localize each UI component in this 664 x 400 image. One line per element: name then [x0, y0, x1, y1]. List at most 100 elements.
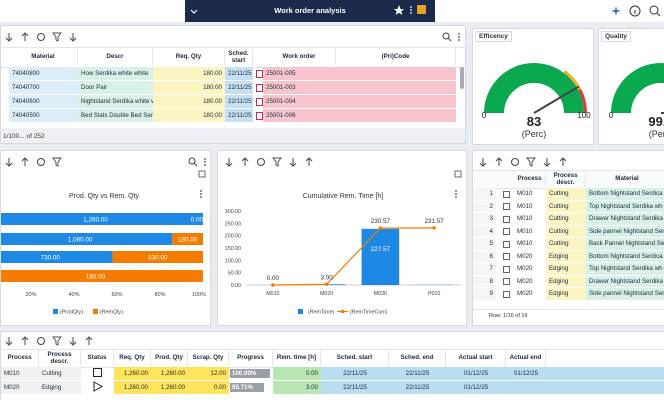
footer	[1, 128, 465, 143]
value-label: 1,260.00	[83, 216, 108, 223]
table-icon[interactable]	[198, 170, 206, 178]
column-header: Material	[9, 47, 78, 66]
icon[interactable]	[495, 157, 503, 166]
stop-icon[interactable]	[93, 368, 102, 377]
cell: Top Nightstand Serdika wh	[586, 200, 664, 212]
cell: M010	[517, 190, 533, 198]
column-header: Material	[586, 170, 664, 187]
menu-icon[interactable]	[458, 33, 460, 35]
icon[interactable]	[225, 158, 233, 167]
icon[interactable]	[559, 157, 567, 166]
icon[interactable]	[37, 337, 45, 345]
column-header: Process descr.	[39, 349, 81, 366]
search-icon[interactable]	[447, 37, 452, 42]
row-checkbox[interactable]	[503, 228, 510, 235]
icon[interactable]	[511, 158, 519, 166]
search-icon[interactable]	[188, 157, 196, 165]
toolbar[interactable]	[223, 156, 319, 168]
cell: M010	[517, 240, 533, 248]
cell: 25001-006	[263, 109, 336, 122]
cell: 25001-005	[263, 67, 336, 80]
title-actions[interactable]	[393, 4, 433, 18]
icon[interactable]	[289, 158, 297, 167]
cell: M020	[517, 290, 533, 298]
x-tick-label: M030	[374, 291, 387, 297]
icon[interactable]	[526, 157, 536, 167]
menu-icon[interactable]	[455, 193, 457, 195]
menu-icon[interactable]	[458, 36, 460, 38]
icon[interactable]	[37, 33, 45, 41]
cell: 180.00	[153, 109, 225, 122]
icon[interactable]	[305, 157, 313, 166]
menu-icon[interactable]	[458, 39, 460, 41]
cell: 22/11/25	[389, 381, 446, 394]
icon[interactable]	[257, 158, 265, 166]
search-icon[interactable]	[193, 162, 198, 167]
toolbar-right[interactable]	[441, 31, 465, 43]
menu-icon[interactable]	[455, 190, 457, 192]
y-tick-label: 50.00	[228, 271, 241, 277]
icon[interactable]	[21, 157, 29, 166]
toolbar[interactable]	[477, 156, 573, 168]
icon[interactable]	[85, 336, 93, 345]
icon[interactable]	[241, 157, 249, 166]
status-icon[interactable]	[92, 381, 104, 393]
search-icon[interactable]	[442, 32, 450, 40]
cell: Edging	[546, 250, 586, 262]
bar-segment	[172, 233, 203, 245]
play-icon[interactable]	[93, 381, 104, 392]
row-checkbox[interactable]	[503, 278, 510, 285]
page-title: Work order analysis	[274, 6, 346, 15]
icon[interactable]	[5, 337, 13, 346]
icon[interactable]	[69, 337, 77, 346]
value-label: 730.00	[41, 254, 61, 261]
icon[interactable]	[479, 158, 487, 167]
row-checkbox[interactable]	[503, 203, 510, 210]
row-checkbox[interactable]	[503, 253, 510, 260]
row-checkbox[interactable]	[503, 240, 510, 248]
row-checkbox[interactable]	[503, 190, 510, 198]
scrollbar	[460, 67, 464, 89]
chevron-icon[interactable]	[189, 6, 199, 16]
icon[interactable]	[543, 158, 551, 167]
title-tab[interactable]: Work order analysis	[185, 0, 435, 22]
icon[interactable]	[21, 336, 29, 345]
toolbar[interactable]	[3, 31, 83, 43]
progress-bar	[230, 369, 270, 378]
row-checkbox[interactable]	[503, 265, 510, 273]
toolbar-right[interactable]	[187, 156, 211, 168]
menu-icon[interactable]	[200, 193, 202, 195]
cell: 85.71%	[229, 381, 273, 394]
menu-icon[interactable]	[455, 196, 457, 198]
cell: Back Pannel Nightstand Serdi	[586, 238, 664, 250]
y-tick-label: 200.00	[225, 234, 241, 240]
footer	[473, 309, 664, 325]
icon[interactable]	[69, 33, 77, 42]
chart: Prod. Qty vs Rem. Qty 1,260.00 0.00 1,080.0…	[1, 170, 206, 316]
icon[interactable]	[52, 32, 62, 42]
toolbar[interactable]	[3, 156, 67, 168]
x-tick-label: 80%	[154, 292, 165, 298]
x-tick-label: 40%	[68, 292, 79, 298]
menu-icon[interactable]	[204, 161, 206, 163]
icon[interactable]	[52, 336, 62, 346]
menu-icon[interactable]	[204, 164, 206, 166]
row-checkbox[interactable]	[503, 290, 510, 298]
table-icon[interactable]	[454, 170, 462, 178]
status-icon[interactable]	[92, 367, 104, 379]
menu-icon[interactable]	[204, 158, 206, 160]
icon[interactable]	[5, 33, 13, 42]
app-icons[interactable]	[604, 0, 664, 22]
gauge-band-alert	[578, 88, 587, 114]
icon[interactable]	[21, 32, 29, 41]
icon[interactable]	[52, 157, 62, 167]
icon[interactable]	[37, 158, 45, 166]
row-checkbox[interactable]	[503, 215, 510, 223]
icon[interactable]	[272, 157, 282, 167]
icon[interactable]	[5, 158, 13, 167]
column-header: Status	[81, 349, 114, 366]
toolbar[interactable]	[3, 335, 99, 347]
menu-icon[interactable]	[200, 196, 202, 198]
menu-icon[interactable]	[200, 190, 202, 192]
